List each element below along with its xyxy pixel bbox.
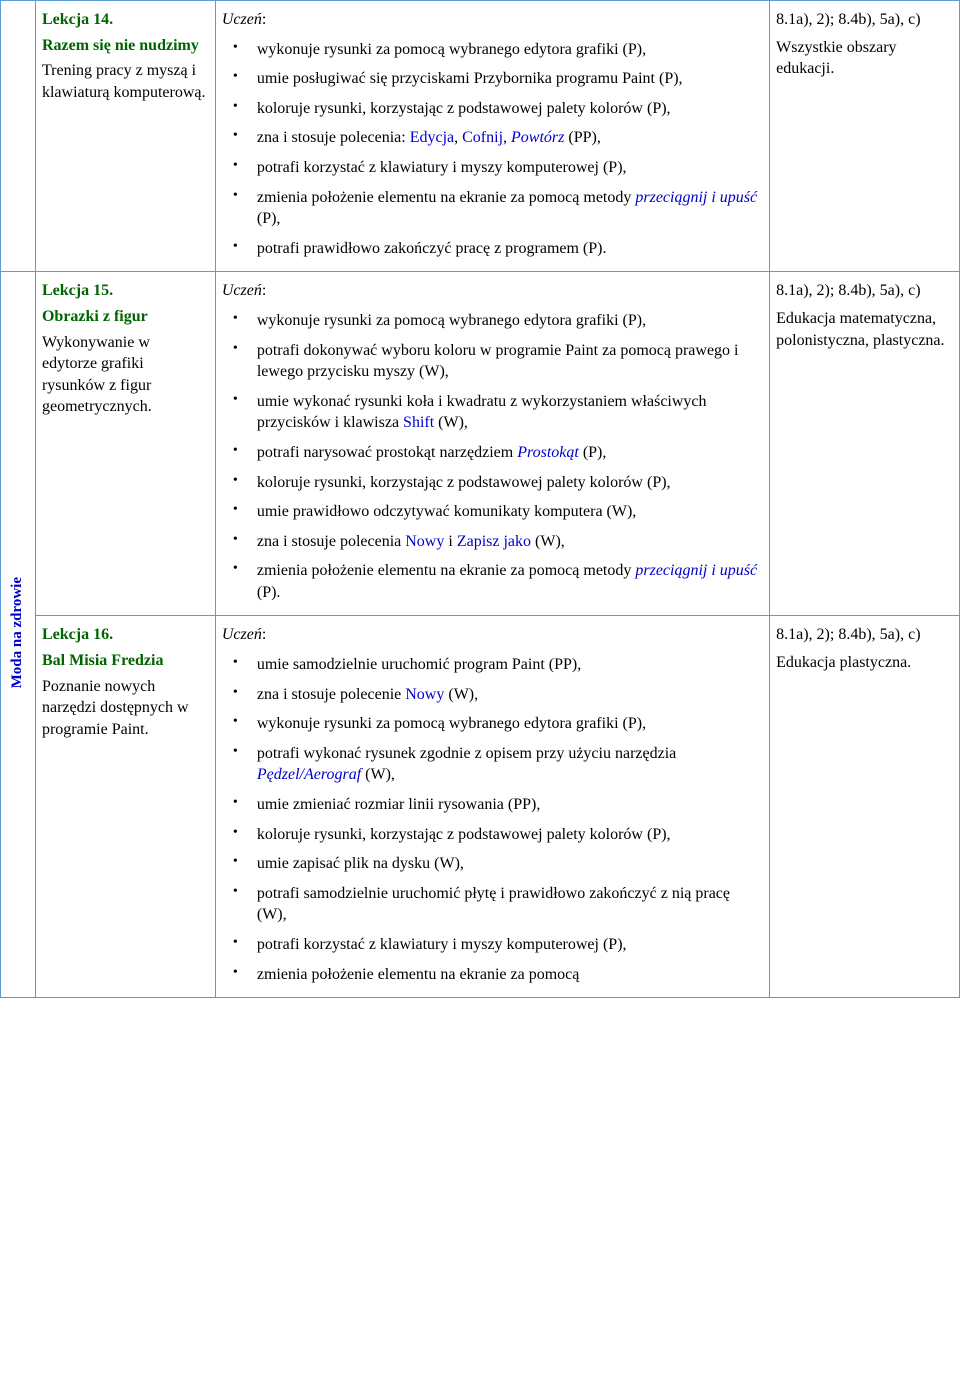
- standards-cell: 8.1a), 2); 8.4b), 5a), c) Edukacja matem…: [770, 272, 960, 616]
- lesson-number: Lekcja 14.: [42, 11, 113, 28]
- curriculum-table: Lekcja 14. Razem się nie nudzimy Trening…: [0, 0, 960, 998]
- section-label: Moda na zdrowie: [9, 577, 26, 688]
- standards: 8.1a), 2); 8.4b), 5a), c): [776, 280, 953, 302]
- list-item: zmienia położenie elementu na ekranie za…: [257, 964, 763, 986]
- lesson-number: Lekcja 15.: [42, 282, 113, 299]
- uczen-label: Uczeń: [222, 11, 262, 28]
- list-item: potrafi dokonywać wyboru koloru w progra…: [257, 340, 763, 383]
- uczen-label: Uczeń: [222, 282, 262, 299]
- lesson-cell: Lekcja 15. Obrazki z figur Wykonywanie w…: [35, 272, 215, 616]
- lesson-cell: Lekcja 16. Bal Misia Fredzia Poznanie no…: [35, 616, 215, 998]
- list-item: potrafi wykonać rysunek zgodnie z opisem…: [257, 743, 763, 786]
- lesson-desc: Wykonywanie w edytorze grafiki rysunków …: [42, 334, 152, 416]
- lesson-title: Bal Misia Fredzia: [42, 652, 163, 669]
- lesson-desc: Poznanie nowych narzędzi dostępnych w pr…: [42, 678, 189, 738]
- list-item: umie zapisać plik na dysku (W),: [257, 853, 763, 875]
- standards: 8.1a), 2); 8.4b), 5a), c): [776, 9, 953, 31]
- table-row: Lekcja 14. Razem się nie nudzimy Trening…: [1, 1, 960, 272]
- list-item: zna i stosuje polecenia Nowy i Zapisz ja…: [257, 531, 763, 553]
- lesson-cell: Lekcja 14. Razem się nie nudzimy Trening…: [35, 1, 215, 272]
- list-item: wykonuje rysunki za pomocą wybranego edy…: [257, 39, 763, 61]
- table-row: Moda na zdrowie Lekcja 15. Obrazki z fig…: [1, 272, 960, 616]
- uczen-label: Uczeń: [222, 626, 262, 643]
- lesson-title: Razem się nie nudzimy: [42, 37, 199, 54]
- list-item: umie zmieniać rozmiar linii rysowania (P…: [257, 794, 763, 816]
- list-item: potrafi korzystać z klawiatury i myszy k…: [257, 157, 763, 179]
- lesson-title: Obrazki z figur: [42, 308, 148, 325]
- content-cell: Uczeń: umie samodzielnie uruchomić progr…: [215, 616, 769, 998]
- bullet-list: umie samodzielnie uruchomić program Pain…: [257, 654, 763, 985]
- list-item: potrafi narysować prostokąt narzędziem P…: [257, 442, 763, 464]
- list-item: zmienia położenie elementu na ekranie za…: [257, 187, 763, 230]
- list-item: koloruje rysunki, korzystając z podstawo…: [257, 472, 763, 494]
- list-item: zmienia położenie elementu na ekranie za…: [257, 560, 763, 603]
- list-item: wykonuje rysunki za pomocą wybranego edy…: [257, 310, 763, 332]
- list-item: umie wykonać rysunki koła i kwadratu z w…: [257, 391, 763, 434]
- lesson-number: Lekcja 16.: [42, 626, 113, 643]
- bullet-list: wykonuje rysunki za pomocą wybranego edy…: [257, 310, 763, 604]
- table-row: Lekcja 16. Bal Misia Fredzia Poznanie no…: [1, 616, 960, 998]
- bullet-list: wykonuje rysunki za pomocą wybranego edy…: [257, 39, 763, 260]
- list-item: koloruje rysunki, korzystając z podstawo…: [257, 824, 763, 846]
- standards-cell: 8.1a), 2); 8.4b), 5a), c) Wszystkie obsz…: [770, 1, 960, 272]
- list-item: koloruje rysunki, korzystając z podstawo…: [257, 98, 763, 120]
- content-cell: Uczeń: wykonuje rysunki za pomocą wybran…: [215, 1, 769, 272]
- list-item: umie prawidłowo odczytywać komunikaty ko…: [257, 501, 763, 523]
- list-item: potrafi samodzielnie uruchomić płytę i p…: [257, 883, 763, 926]
- standards-cell: 8.1a), 2); 8.4b), 5a), c) Edukacja plast…: [770, 616, 960, 998]
- list-item: potrafi prawidłowo zakończyć pracę z pro…: [257, 238, 763, 260]
- list-item: potrafi korzystać z klawiatury i myszy k…: [257, 934, 763, 956]
- standards-note: Edukacja plastyczna.: [776, 652, 953, 674]
- list-item: zna i stosuje polecenie Nowy (W),: [257, 684, 763, 706]
- list-item: zna i stosuje polecenia: Edycja, Cofnij,…: [257, 127, 763, 149]
- standards: 8.1a), 2); 8.4b), 5a), c): [776, 624, 953, 646]
- section-cell: Moda na zdrowie: [1, 272, 36, 998]
- list-item: umie posługiwać się przyciskami Przyborn…: [257, 68, 763, 90]
- standards-note: Edukacja matematyczna, polonistyczna, pl…: [776, 308, 953, 351]
- standards-note: Wszystkie obszary edukacji.: [776, 37, 953, 80]
- section-cell-empty: [1, 1, 36, 272]
- list-item: wykonuje rysunki za pomocą wybranego edy…: [257, 713, 763, 735]
- lesson-desc: Trening pracy z myszą i klawiaturą kompu…: [42, 62, 206, 101]
- content-cell: Uczeń: wykonuje rysunki za pomocą wybran…: [215, 272, 769, 616]
- list-item: umie samodzielnie uruchomić program Pain…: [257, 654, 763, 676]
